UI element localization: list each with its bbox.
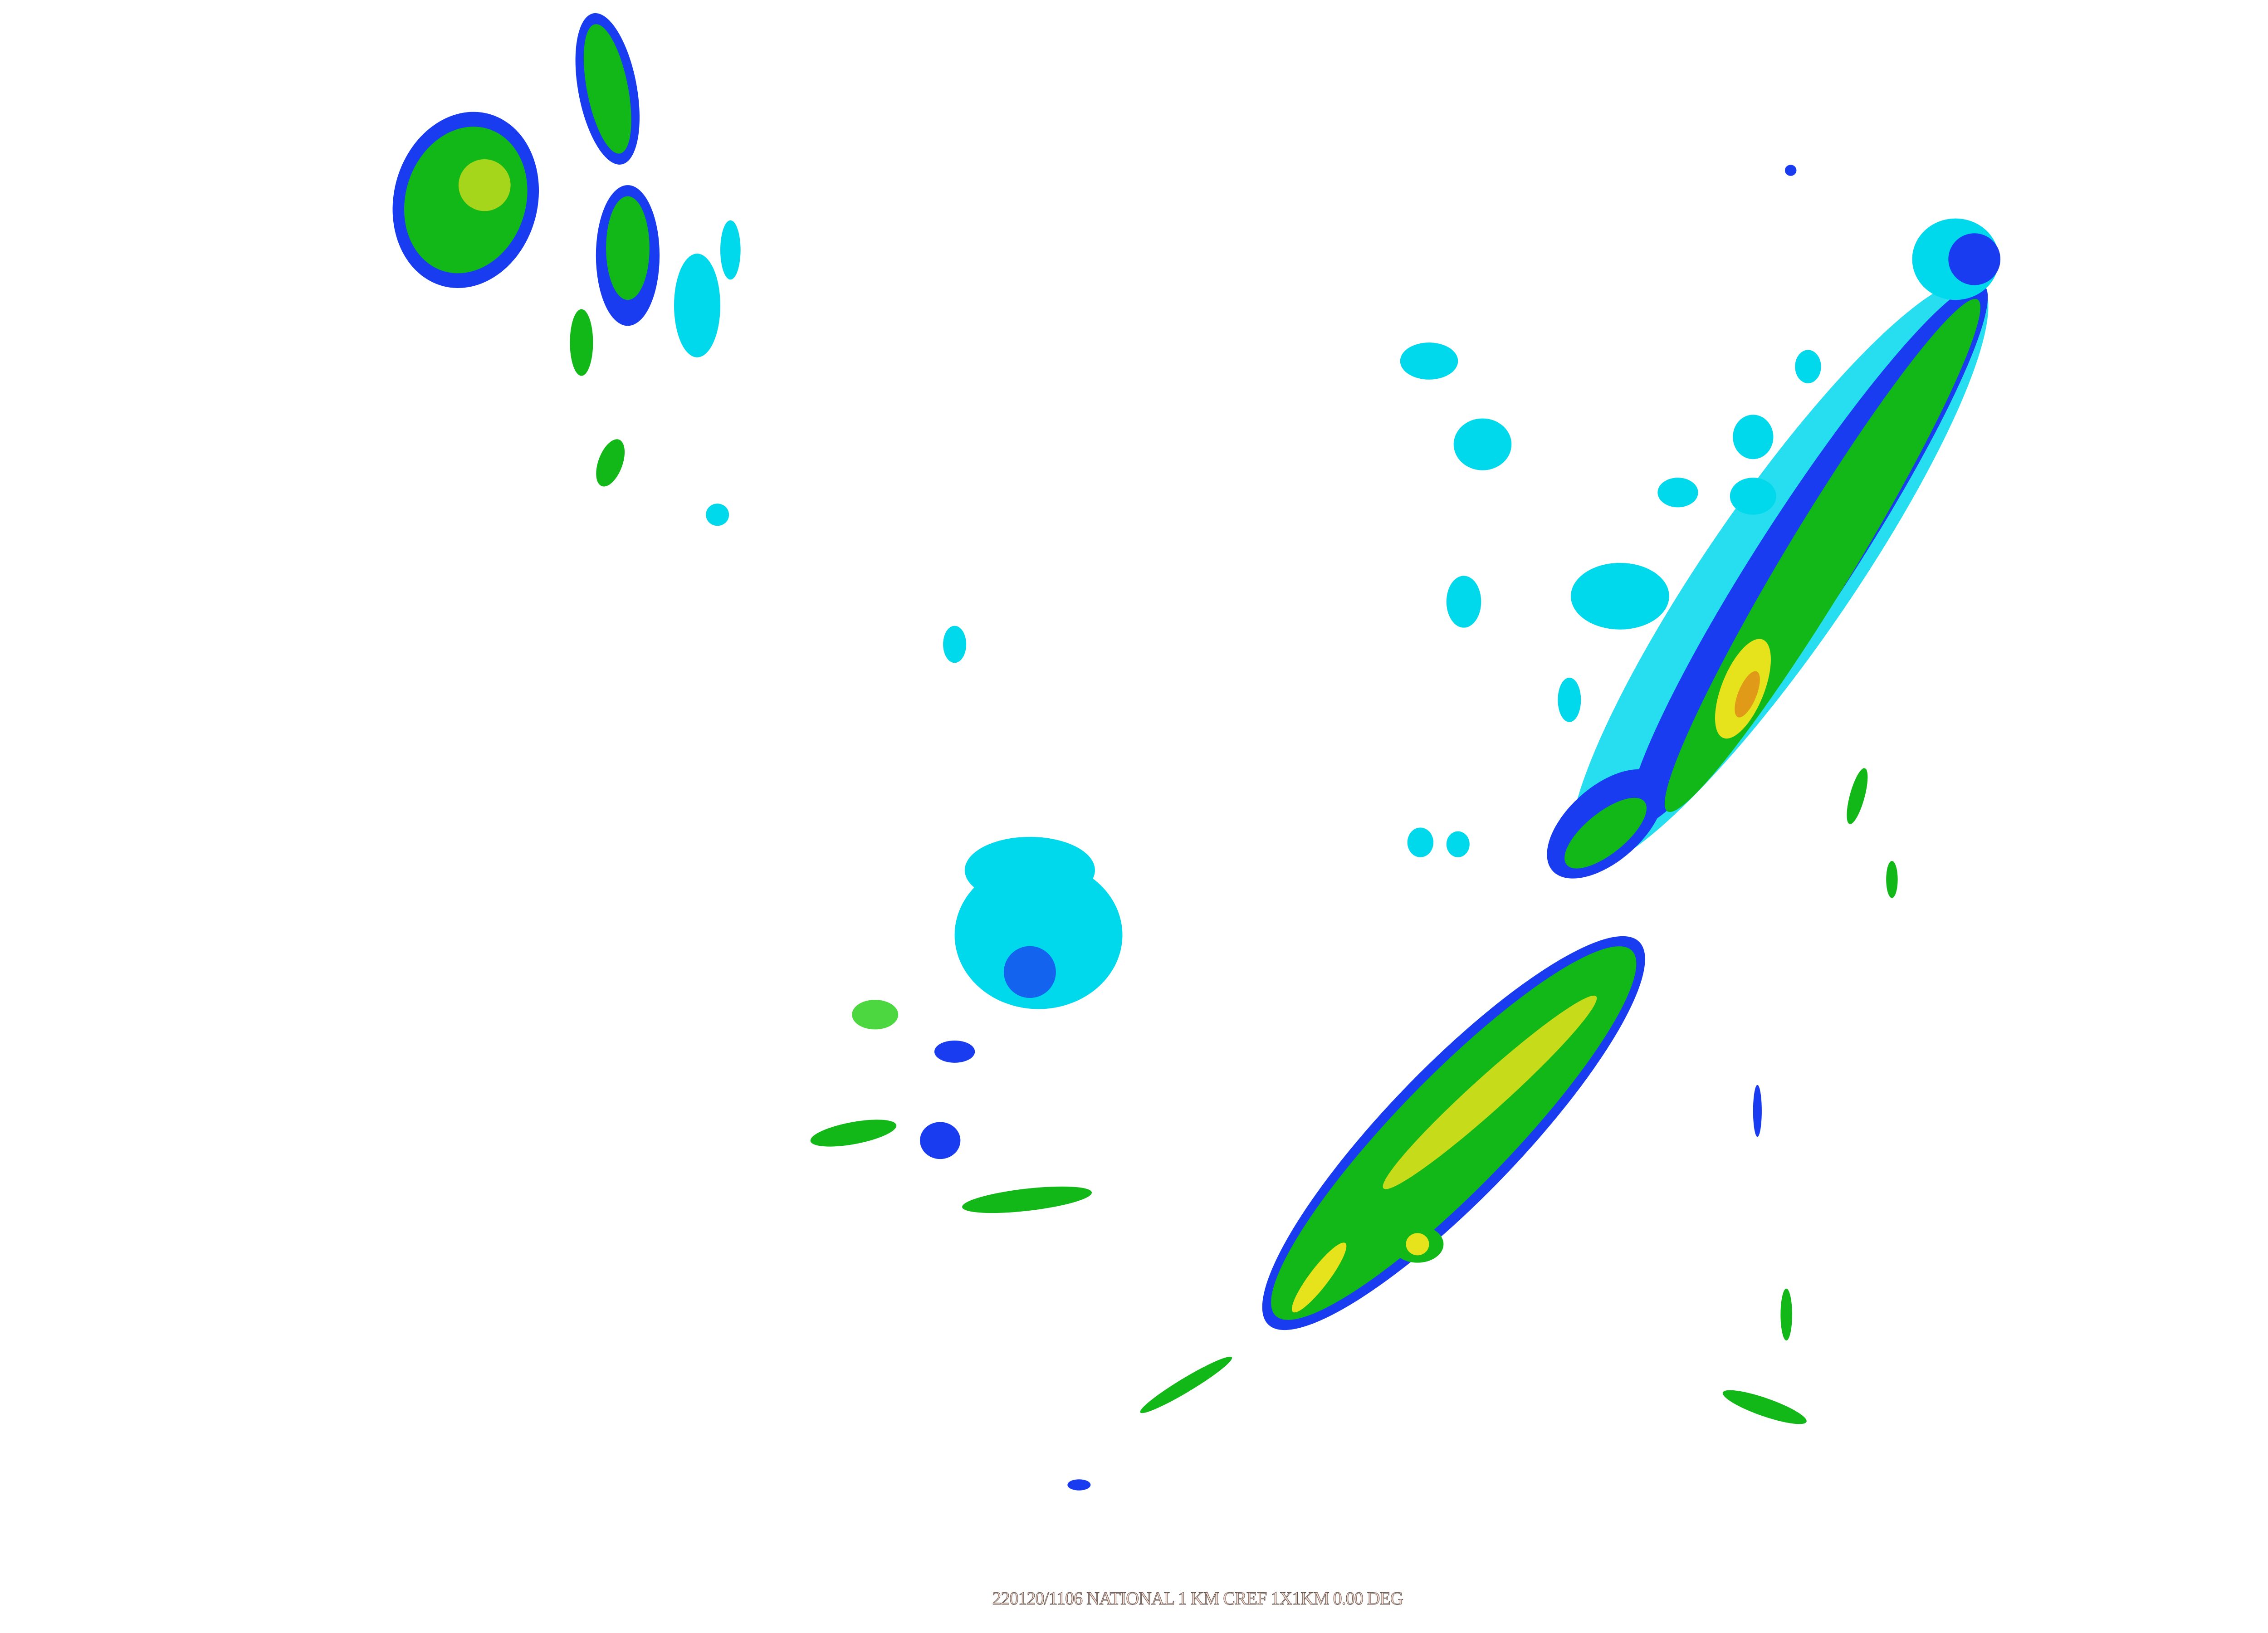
echo-east-scattered (1722, 165, 1898, 1424)
echo-main-band-northeast (1547, 218, 2001, 879)
product-caption: 220120/1106 NATIONAL 1 KM CREF 1X1KM 0.0… (992, 1588, 1403, 1609)
echo-central-cyan-area (810, 626, 1123, 1491)
echo-northwest-cluster (392, 13, 741, 526)
echo-main-band-southwest (1140, 936, 1645, 1413)
echo-northeast-cyan-cells (1400, 342, 1821, 857)
